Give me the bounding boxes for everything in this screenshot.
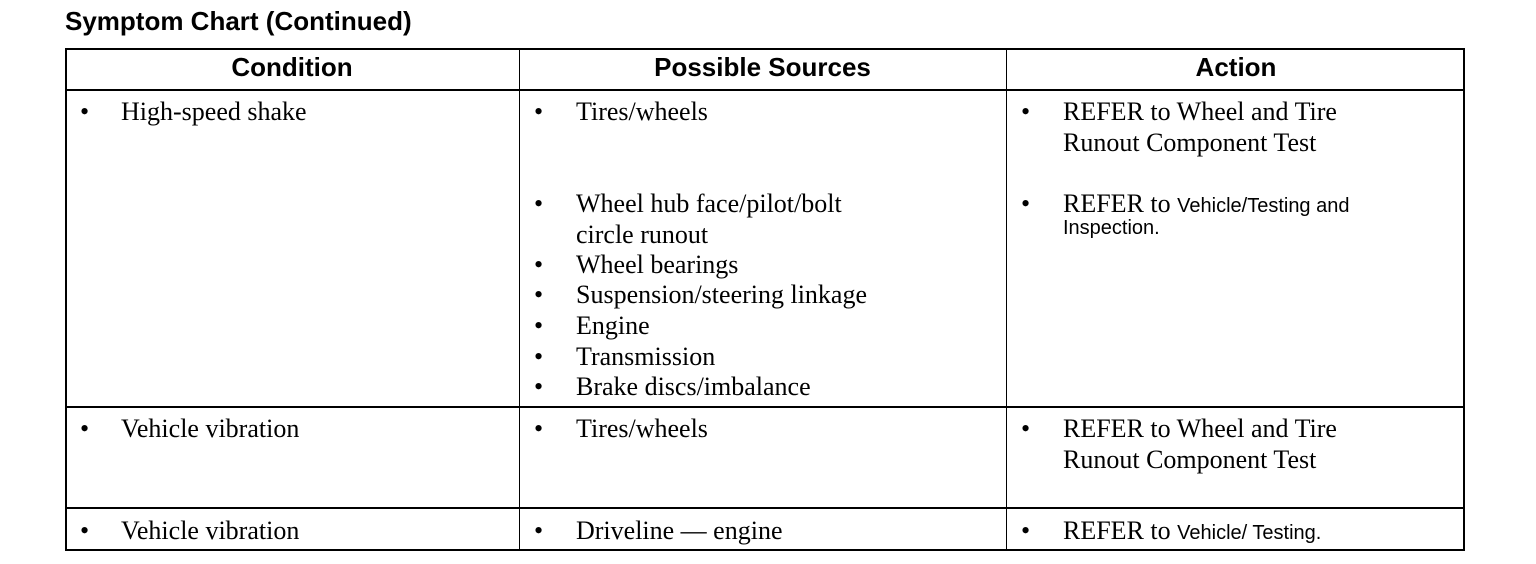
bullet-icon: •	[80, 414, 90, 443]
header-action: Action	[1195, 52, 1277, 82]
row-divider	[65, 89, 1465, 91]
bullet-icon: •	[534, 250, 544, 279]
action-text: Runout Component Test	[1063, 444, 1317, 474]
bullet-icon: •	[1021, 414, 1031, 443]
action-prefix: REFER to	[1063, 516, 1171, 545]
bullet-icon: •	[534, 189, 544, 218]
source-text: Tires/wheels	[576, 97, 708, 126]
column-divider	[519, 48, 520, 551]
source-text: Transmission	[576, 342, 716, 371]
bullet-icon: •	[534, 97, 544, 126]
row-divider	[65, 507, 1465, 509]
condition-text: High-speed shake	[121, 97, 307, 126]
bullet-icon: •	[534, 516, 544, 545]
reference-link: Vehicle/Testing and	[1177, 195, 1350, 217]
source-text: Suspension/steering linkage	[576, 280, 868, 309]
action-text: Runout Component Test	[1063, 127, 1317, 157]
reference-continuation: Inspection.	[1063, 217, 1160, 239]
bullet-icon: •	[1021, 97, 1031, 126]
reference-link: Vehicle/ Testing.	[1177, 522, 1322, 544]
action-text: REFER to Wheel and Tire	[1063, 97, 1337, 126]
bullet-icon: •	[534, 311, 544, 340]
source-text: Wheel bearings	[576, 250, 739, 279]
action-text: REFER to Vehicle/ Testing.	[1063, 516, 1321, 546]
bullet-icon: •	[1021, 516, 1031, 545]
bullet-icon: •	[1021, 189, 1031, 218]
action-text: REFER to Vehicle/Testing and	[1063, 189, 1349, 219]
bullet-icon: •	[534, 414, 544, 443]
column-divider	[1006, 48, 1007, 551]
condition-text: Vehicle vibration	[121, 516, 300, 545]
condition-text: Vehicle vibration	[121, 414, 300, 443]
source-text: Tires/wheels	[576, 414, 708, 443]
action-prefix: REFER to	[1063, 189, 1171, 218]
source-text: Engine	[576, 311, 650, 340]
source-text: circle runout	[576, 219, 709, 249]
symptom-table	[65, 48, 1465, 551]
source-text: Driveline — engine	[576, 516, 783, 545]
row-divider	[65, 406, 1465, 408]
source-text: Brake discs/imbalance	[576, 372, 811, 401]
source-text: Wheel hub face/pilot/bolt	[576, 189, 842, 218]
bullet-icon: •	[534, 342, 544, 371]
action-text: REFER to Wheel and Tire	[1063, 414, 1337, 443]
header-condition: Condition	[231, 52, 353, 82]
bullet-icon: •	[534, 372, 544, 401]
header-possible-sources: Possible Sources	[654, 52, 871, 82]
page-title: Symptom Chart (Continued)	[65, 6, 412, 36]
bullet-icon: •	[80, 516, 90, 545]
bullet-icon: •	[534, 280, 544, 309]
bullet-icon: •	[80, 97, 90, 126]
